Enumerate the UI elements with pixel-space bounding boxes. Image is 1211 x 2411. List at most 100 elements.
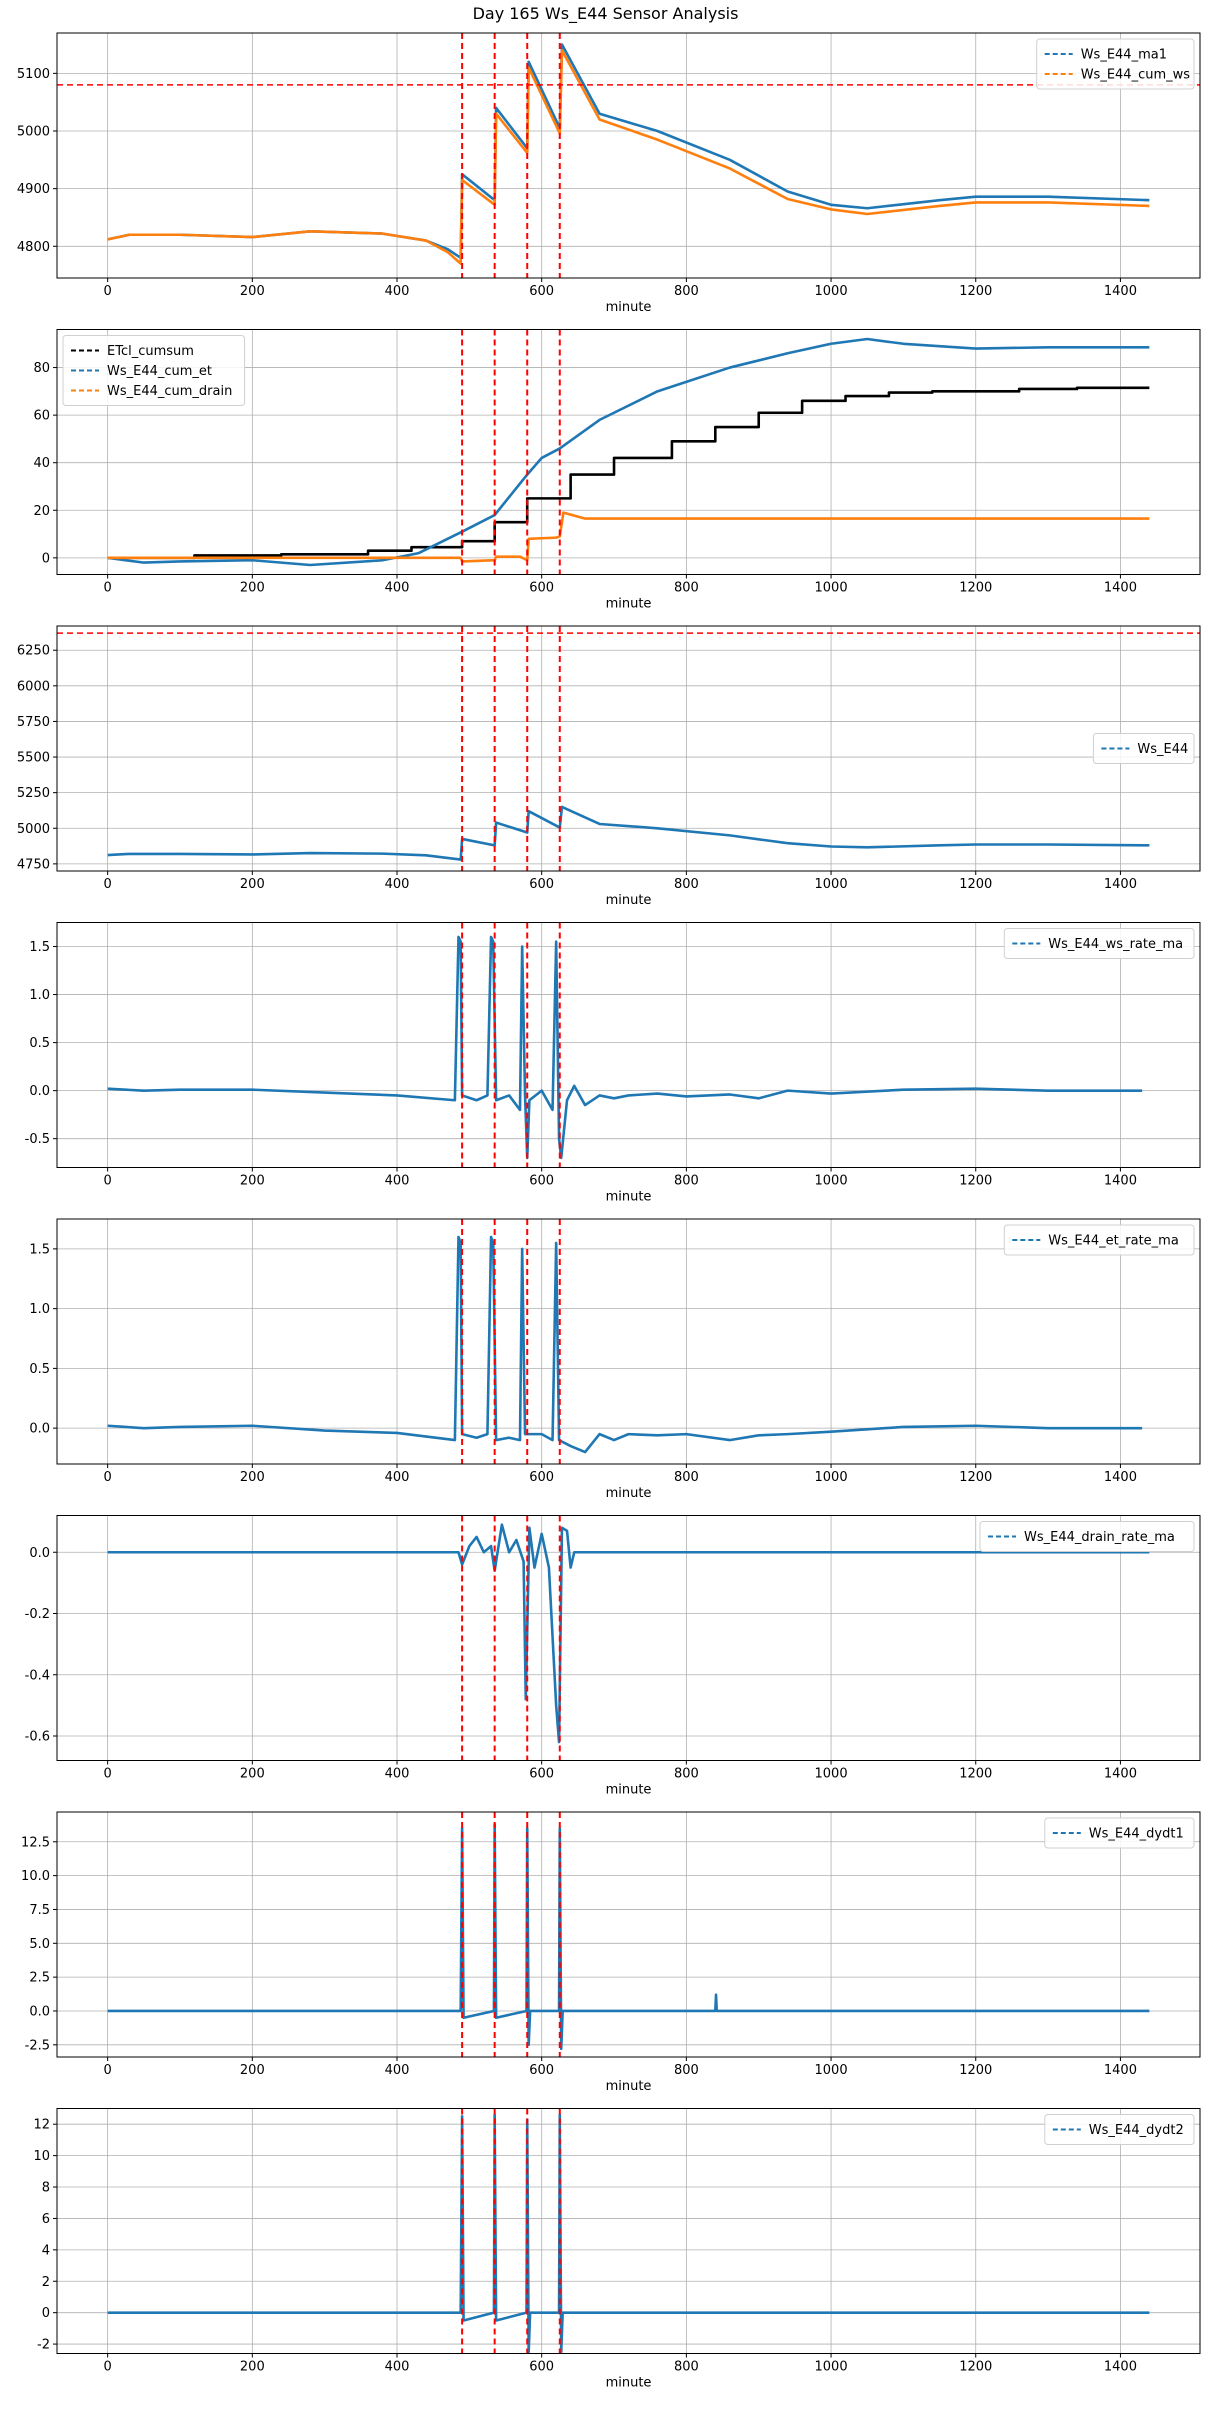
y-tick-label: 0.0 — [29, 1422, 50, 1437]
legend-frame — [1036, 38, 1195, 90]
axes-frame — [56, 329, 1201, 575]
legend-frame — [979, 1521, 1195, 1552]
x-tick-label: 1400 — [1104, 1767, 1137, 1782]
legend-frame — [1003, 1224, 1195, 1256]
legend-label: Ws_E44_cum_drain — [107, 384, 232, 399]
x-tick-label: 600 — [529, 877, 554, 892]
plot-area — [57, 626, 1200, 871]
legend-label: Ws_E44_dydt2 — [1089, 2123, 1184, 2138]
legend: Ws_E44_drain_rate_ma — [979, 1521, 1195, 1552]
series-line-ETcl_cumsum — [107, 386, 1150, 560]
subplot-8: 0 200 400 600 800 1000 1200 1400 -2 0 2 4 6 8 10 12 minu… — [33, 2108, 1201, 2391]
axes-frame — [56, 1515, 1201, 1761]
x-tick-label: 200 — [240, 2063, 265, 2078]
x-tick-label: 1400 — [1104, 2063, 1137, 2078]
x-tick-label: 1200 — [959, 581, 992, 596]
series-line-Ws_E44_cum_ws — [107, 48, 1150, 265]
y-tick-label: 1.0 — [29, 1302, 50, 1317]
x-tick-label: 200 — [240, 1767, 265, 1782]
plot-area — [107, 1812, 1150, 2057]
legend-label: Ws_E44 — [1137, 742, 1188, 757]
x-tick-label: 1200 — [959, 1174, 992, 1189]
plot-area — [57, 33, 1200, 278]
x-tick-label: 800 — [674, 2360, 699, 2375]
x-tick-label: 400 — [385, 1470, 410, 1485]
legend-frame — [1044, 1817, 1195, 1849]
subplot-4: 0 200 400 600 800 1000 1200 1400 -0.5 0.0 0.5 1.0 1.… — [25, 922, 1201, 1205]
x-tick-label: 1400 — [1104, 581, 1137, 596]
legend-frame — [62, 335, 246, 406]
axes-frame — [56, 1811, 1201, 2058]
y-tick-label: 5100 — [17, 67, 50, 82]
y-tick-label: 12.5 — [21, 1835, 50, 1850]
figure-title: Day 165 Ws_E44 Sensor Analysis — [472, 4, 739, 23]
legend-label: Ws_E44_ma1 — [1081, 48, 1167, 63]
x-tick-label: 200 — [240, 1174, 265, 1189]
x-tick-label: 800 — [674, 1470, 699, 1485]
x-tick-label: 1000 — [815, 877, 848, 892]
y-tick-label: 1.0 — [29, 988, 50, 1003]
plot-area — [107, 1219, 1143, 1464]
x-tick-label: 600 — [529, 2063, 554, 2078]
legend: Ws_E44_ws_rate_ma — [1003, 928, 1195, 959]
y-tick-label: 7.5 — [29, 1903, 50, 1918]
legend-label: ETcl_cumsum — [107, 344, 194, 359]
x-tick-label: 0 — [103, 877, 111, 892]
x-tick-label: 600 — [529, 1174, 554, 1189]
axes-frame — [56, 32, 1201, 279]
x-axis-label: minute — [606, 2079, 652, 2094]
x-tick-label: 200 — [240, 1470, 265, 1485]
x-tick-label: 1400 — [1104, 284, 1137, 299]
legend-frame — [1003, 928, 1195, 959]
y-tick-label: 6 — [42, 2212, 50, 2227]
y-tick-label: 0.5 — [29, 1036, 50, 1051]
x-tick-label: 800 — [674, 284, 699, 299]
y-tick-label: 4 — [42, 2243, 50, 2258]
series-line-Ws_E44_et_rate_ma — [107, 1235, 1143, 1454]
x-tick-label: 200 — [240, 284, 265, 299]
series-line-Ws_E44_cum_drain — [107, 511, 1150, 563]
x-tick-label: 800 — [674, 581, 699, 596]
x-tick-label: 1200 — [959, 284, 992, 299]
y-tick-label: 1.5 — [29, 1242, 50, 1257]
y-tick-label: 40 — [33, 456, 50, 471]
y-tick-label: 4750 — [17, 857, 50, 872]
y-tick-label: 80 — [33, 361, 50, 376]
subplot-3: 0 200 400 600 800 1000 1200 1400 4750 5000 5250 550… — [17, 625, 1201, 908]
x-axis-label: minute — [606, 597, 652, 612]
x-tick-label: 1400 — [1104, 2360, 1137, 2375]
x-tick-label: 1400 — [1104, 1470, 1137, 1485]
x-tick-label: 600 — [529, 1767, 554, 1782]
x-tick-label: 1200 — [959, 1767, 992, 1782]
x-tick-label: 1000 — [815, 1174, 848, 1189]
series-line-Ws_E44_ws_rate_ma — [107, 935, 1143, 1160]
x-tick-label: 1000 — [815, 2360, 848, 2375]
legend-frame — [1044, 2114, 1195, 2145]
x-tick-label: 600 — [529, 1470, 554, 1485]
y-tick-label: -2.5 — [25, 2038, 50, 2053]
x-tick-label: 0 — [103, 1174, 111, 1189]
x-tick-label: 200 — [240, 581, 265, 596]
x-axis-label: minute — [606, 893, 652, 908]
x-tick-label: 800 — [674, 877, 699, 892]
legend-label: Ws_E44_cum_et — [107, 364, 212, 379]
x-tick-label: 400 — [385, 1767, 410, 1782]
x-tick-label: 1200 — [959, 2360, 992, 2375]
x-tick-label: 1000 — [815, 1470, 848, 1485]
axes-frame — [56, 922, 1201, 1168]
x-tick-label: 400 — [385, 581, 410, 596]
y-tick-label: 2 — [42, 2275, 50, 2290]
legend-label: Ws_E44_dydt1 — [1089, 1827, 1184, 1842]
y-tick-label: -0.5 — [25, 1132, 50, 1147]
legend: Ws_E44_dydt2 — [1044, 2114, 1195, 2145]
series-line-Ws_E44 — [107, 805, 1150, 861]
series-line-Ws_E44_drain_rate_ma — [107, 1523, 1150, 1744]
x-tick-label: 1200 — [959, 2063, 992, 2078]
x-tick-label: 600 — [529, 2360, 554, 2375]
y-tick-label: -0.6 — [25, 1730, 50, 1745]
x-tick-label: 400 — [385, 2360, 410, 2375]
y-tick-label: 8 — [42, 2181, 50, 2196]
y-tick-label: 5000 — [17, 822, 50, 837]
subplot-7: 0 200 400 600 800 1000 1200 1400 -2.5 0.0 2.5 5.0 7.… — [21, 1811, 1201, 2094]
